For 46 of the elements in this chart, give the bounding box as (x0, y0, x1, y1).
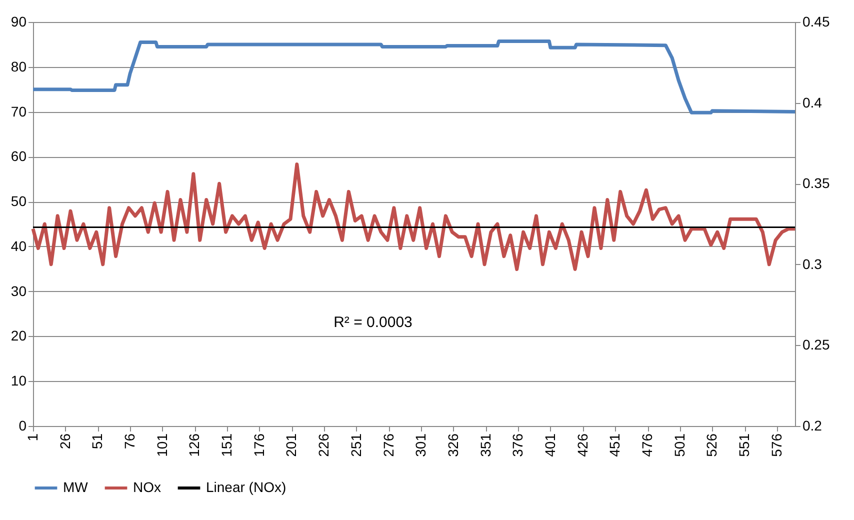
y2-tick-label: 0.3 (802, 256, 822, 272)
y2-tick-label: 0.2 (802, 418, 822, 434)
x-tick-label: 1 (24, 433, 40, 442)
x-tick-label: 351 (477, 433, 494, 457)
y-tick-label: 30 (10, 282, 27, 299)
x-tick-label: 301 (412, 433, 429, 457)
x-tick-label: 476 (639, 433, 656, 457)
y-tick-label: 50 (10, 193, 27, 210)
x-tick-label: 51 (89, 433, 106, 450)
x-tick-label: 201 (283, 433, 300, 457)
x-tick-label: 251 (348, 433, 364, 457)
x-tick-label: 526 (704, 433, 720, 457)
y-tick-label: 40 (10, 238, 27, 254)
x-tick-label: 26 (56, 433, 73, 450)
x-tick-label: 101 (154, 433, 170, 457)
x-tick-label: 451 (606, 433, 623, 457)
legend-label: MW (63, 479, 89, 495)
x-tick-label: 151 (218, 433, 235, 457)
x-tick-label: 226 (316, 433, 332, 457)
y2-tick-label: 0.25 (802, 336, 830, 353)
y-tick-label: 80 (10, 58, 27, 74)
x-tick-label: 501 (671, 433, 688, 457)
x-tick-label: 376 (510, 433, 526, 457)
y2-tick-label: 0.35 (802, 175, 830, 192)
x-tick-label: 276 (380, 433, 396, 457)
y-tick-label: 10 (10, 372, 27, 389)
y2-tick-label: 0.4 (802, 94, 822, 110)
legend-label: Linear (NOx) (206, 479, 286, 495)
x-tick-label: 126 (186, 433, 202, 457)
y2-tick-label: 0.45 (802, 14, 830, 30)
y-tick-label: 20 (10, 328, 27, 344)
x-tick-label: 326 (444, 433, 461, 457)
x-tick-label: 551 (736, 433, 752, 457)
x-tick-label: 576 (768, 433, 784, 457)
y-tick-label: 0 (18, 418, 27, 434)
x-tick-label: 176 (250, 433, 267, 457)
line-series (31, 162, 797, 271)
x-tick-label: 76 (122, 433, 138, 450)
y-tick-label: 90 (10, 14, 27, 30)
x-tick-label: 401 (542, 433, 558, 457)
legend-label: NOx (133, 479, 161, 495)
x-tick-label: 426 (574, 433, 590, 457)
y-tick-label: 60 (10, 148, 27, 164)
y-tick-label: 70 (10, 103, 27, 120)
line-series (31, 40, 797, 114)
annotation: R² = 0.0003 (334, 314, 412, 331)
